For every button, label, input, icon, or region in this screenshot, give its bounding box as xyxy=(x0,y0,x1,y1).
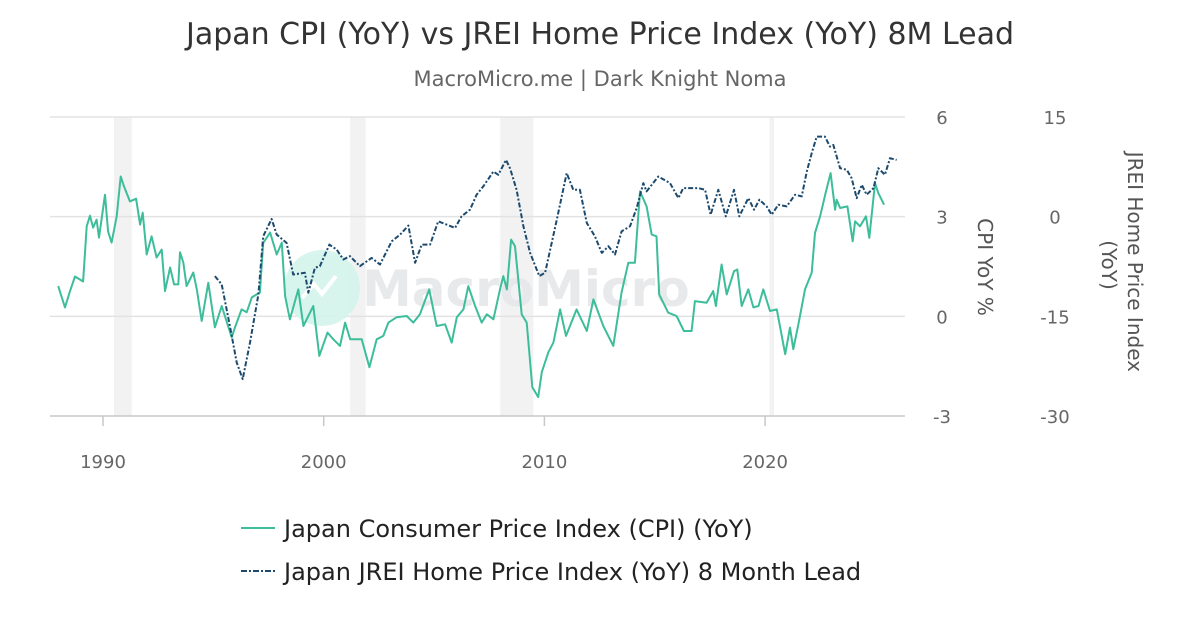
y-axis-right-title: JREI Home Price Index (YoY) xyxy=(1097,150,1147,379)
recession-band xyxy=(114,117,132,416)
x-tick-label: 2000 xyxy=(301,452,347,473)
legend: Japan Consumer Price Index (CPI) (YoY) J… xyxy=(241,515,861,586)
x-axis: 1990 2000 2010 2020 xyxy=(80,416,788,473)
y-axis-right: 15 0 -15 -30 xyxy=(1040,108,1069,428)
y-left-tick-label: -3 xyxy=(933,407,951,428)
legend-label-jrei: Japan JREI Home Price Index (YoY) 8 Mont… xyxy=(282,558,861,586)
recession-band xyxy=(769,117,774,416)
y-right-tick-label: 15 xyxy=(1044,108,1067,129)
y-axis-right-title-line1: JREI Home Price Index xyxy=(1123,150,1147,372)
legend-item-jrei[interactable]: Japan JREI Home Price Index (YoY) 8 Mont… xyxy=(241,558,861,586)
series-group xyxy=(57,135,897,399)
series-line-cpi xyxy=(57,172,885,399)
chart-subtitle: MacroMicro.me | Dark Knight Noma xyxy=(413,67,786,92)
y-axis-left: 6 3 0 -3 xyxy=(933,108,951,428)
y-axis-left-title: CPI YoY % xyxy=(973,218,997,316)
legend-item-cpi[interactable]: Japan Consumer Price Index (CPI) (YoY) xyxy=(241,515,753,543)
y-left-tick-label: 6 xyxy=(936,108,947,129)
series-line-jrei xyxy=(214,135,897,381)
watermark-logo-icon xyxy=(284,250,360,326)
x-tick-label: 2010 xyxy=(521,452,567,473)
y-axis-right-title-line2: (YoY) xyxy=(1097,240,1121,290)
y-left-tick-label: 0 xyxy=(936,307,947,328)
x-tick-label: 1990 xyxy=(80,452,126,473)
y-left-tick-label: 3 xyxy=(936,208,947,229)
y-right-tick-label: -15 xyxy=(1040,307,1069,328)
legend-label-cpi: Japan Consumer Price Index (CPI) (YoY) xyxy=(282,515,753,543)
y-right-tick-label: -30 xyxy=(1040,407,1069,428)
chart-title: Japan CPI (YoY) vs JREI Home Price Index… xyxy=(184,17,1014,52)
watermark-text: MacroMicro xyxy=(362,260,690,318)
y-right-tick-label: 0 xyxy=(1049,208,1060,229)
gridlines xyxy=(50,116,905,417)
x-tick-label: 2020 xyxy=(742,452,788,473)
